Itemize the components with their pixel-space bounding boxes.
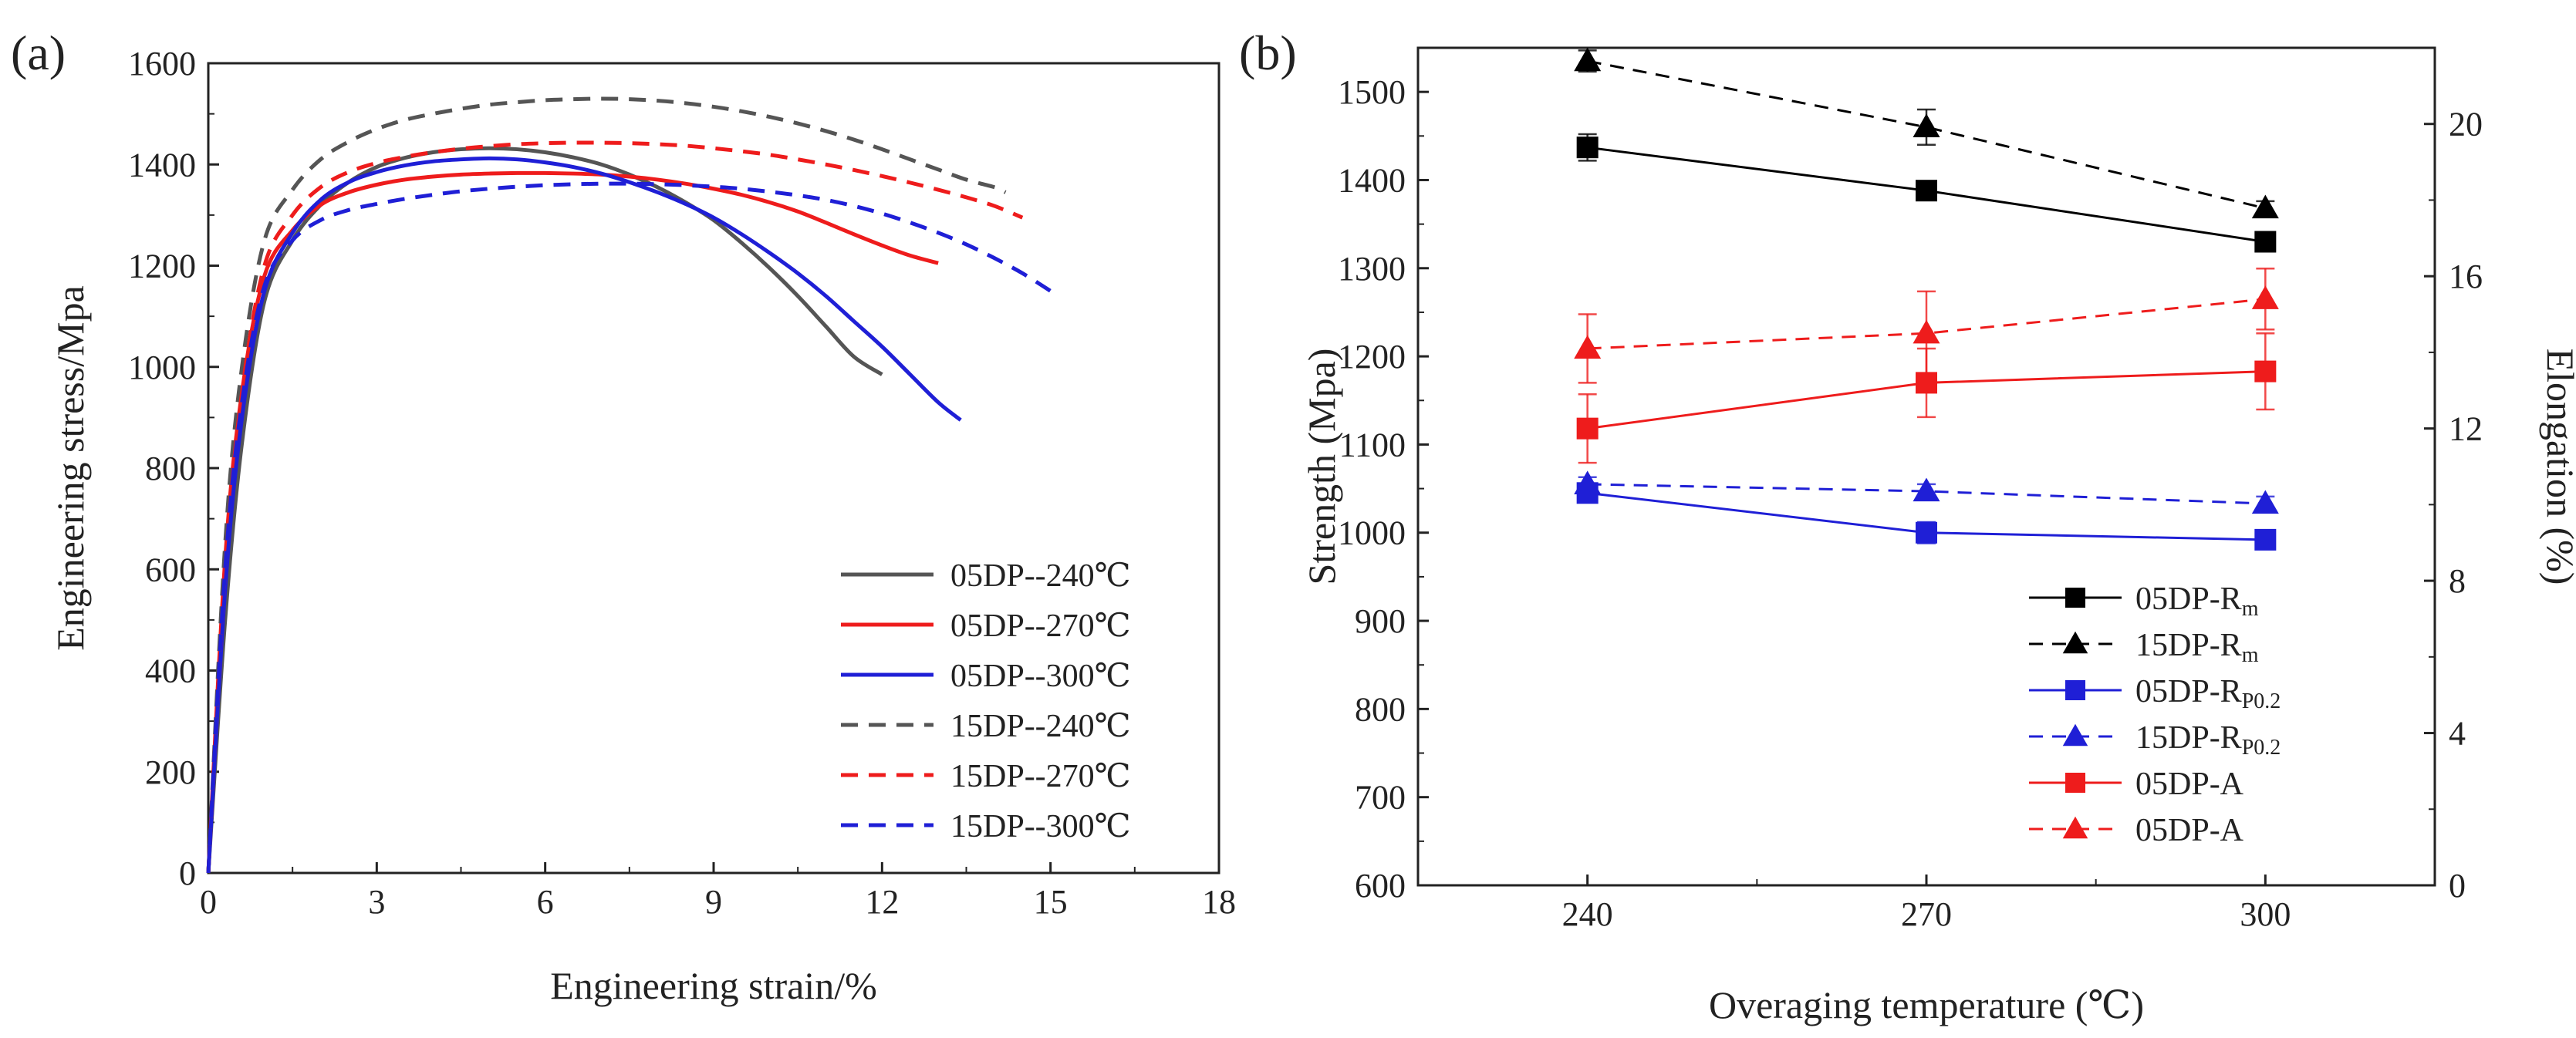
legend-label-subscript: m [2242, 597, 2259, 621]
triangle-marker [2062, 723, 2088, 746]
panel-b-ticks: 240 270 300 600 700 800 900 1000 1100 1200 1300 140… [1338, 47, 2483, 933]
square-marker [2254, 231, 2277, 253]
series-line [1587, 298, 2266, 350]
triangle-marker [1913, 113, 1940, 138]
y-tick-label: 1600 [128, 45, 196, 83]
y-tick-label: 400 [145, 652, 196, 690]
x-tick-label: 6 [537, 883, 554, 921]
panel-b: (b) 240 270 300 600 700 800 900 1000 1100 1200 130… [1239, 25, 2576, 1026]
y-tick-label: 600 [145, 551, 196, 588]
panel-b-legend: 05DP-Rm 15DP-Rm 05DP-RP0.2 15DP-RP0.2 05DP-A… [2029, 581, 2281, 848]
square-marker [2254, 360, 2277, 383]
legend-label: 05DP--240℃ [950, 558, 1131, 594]
triangle-marker [2062, 816, 2088, 839]
panel-a-label: (a) [11, 25, 66, 80]
legend-label: 05DP-Rm [2135, 581, 2259, 621]
triangle-marker [1574, 335, 1602, 359]
y-tick-label: 1000 [1338, 514, 1406, 552]
y-tick-label: 1000 [128, 349, 196, 386]
panel-a-x-axis-label: Engineering strain/% [550, 964, 877, 1007]
panel-b-label: (b) [1239, 25, 1297, 80]
square-marker [2254, 528, 2277, 551]
y2-tick-label: 12 [2449, 410, 2483, 448]
x-tick-label: 0 [200, 883, 217, 921]
panel-a-frame [207, 62, 1220, 875]
legend-label: 05DP--270℃ [950, 608, 1131, 644]
y-tick-label: 1400 [1338, 161, 1406, 199]
panel-b-x-axis-label: Overaging temperature (℃) [1709, 983, 2144, 1026]
y-tick-label: 700 [1355, 779, 1406, 817]
legend-label: 05DP-RP0.2 [2135, 674, 2281, 713]
triangle-marker [2251, 194, 2279, 219]
panel-a-y-axis-label: Engineering stress/Mpa [49, 285, 92, 651]
y-tick-label: 1200 [128, 248, 196, 285]
legend-label: 05DP-A [2135, 767, 2244, 802]
series-curve [206, 170, 939, 874]
y-tick-label: 1300 [1338, 250, 1406, 288]
panel-b-series [1574, 47, 2279, 551]
x-tick-label: 15 [1034, 883, 1068, 921]
x-tick-label: 300 [2240, 895, 2291, 933]
y-tick-label: 200 [145, 753, 196, 791]
square-marker [2065, 588, 2085, 608]
y-tick-label: 900 [1355, 602, 1406, 640]
y2-tick-label: 8 [2449, 562, 2466, 600]
series-curve [206, 146, 883, 874]
square-marker [1576, 136, 1599, 159]
triangle-marker [2062, 631, 2088, 654]
series-curve [206, 181, 1052, 874]
y2-tick-label: 4 [2449, 715, 2466, 753]
y2-tick-label: 0 [2449, 867, 2466, 905]
panel-a-curves [206, 96, 1052, 874]
square-marker [1916, 180, 1937, 202]
triangle-marker [1574, 470, 1602, 494]
y-tick-label: 800 [145, 450, 196, 487]
series-curve [206, 156, 962, 874]
legend-label-subscript: m [2242, 643, 2259, 667]
triangle-marker [1913, 319, 1940, 344]
x-tick-label: 240 [1562, 895, 1613, 933]
x-tick-label: 12 [865, 883, 899, 921]
x-tick-label: 18 [1202, 883, 1236, 921]
x-tick-label: 3 [368, 883, 385, 921]
panel-b-y-axis-label: Strength (Mpa) [1300, 349, 1343, 585]
legend-label: 05DP--300℃ [950, 659, 1131, 694]
square-marker [2065, 680, 2085, 700]
panel-a-legend: 05DP--240℃ 05DP--270℃ 05DP--300℃ 15DP--240℃… [841, 558, 1131, 844]
triangle-marker [1913, 477, 1940, 502]
legend-label: 15DP-RP0.2 [2135, 720, 2281, 760]
triangle-marker [1574, 47, 1602, 72]
panel-a: (a) 0 3 6 9 12 15 18 0 200 400 600 800 1000 1200 1400 1… [11, 25, 1236, 1007]
series-line [1587, 483, 2266, 505]
triangle-marker [2251, 490, 2279, 514]
square-marker [1576, 417, 1599, 440]
legend-label: 15DP-Rm [2135, 628, 2259, 667]
panel-b-y2-axis-label: Elongation (%) [2539, 349, 2576, 585]
panel-a-ticks: 0 3 6 9 12 15 18 0 200 400 600 800 1000 1200 1400 1600 [128, 45, 1236, 921]
y-tick-label: 1500 [1338, 73, 1406, 111]
x-tick-label: 270 [1901, 895, 1952, 933]
x-tick-label: 9 [705, 883, 722, 921]
y-tick-label: 1100 [1339, 426, 1406, 463]
panel-b-frame [1416, 46, 2436, 887]
legend-label-subscript: P0.2 [2242, 689, 2281, 713]
square-marker [2065, 773, 2085, 793]
y2-tick-label: 16 [2449, 258, 2483, 295]
y-tick-label: 1200 [1338, 338, 1406, 376]
legend-label: 05DP-A [2135, 813, 2244, 848]
y-tick-label: 1400 [128, 146, 196, 184]
y2-tick-label: 20 [2449, 106, 2483, 143]
y-tick-label: 800 [1355, 690, 1406, 728]
y-tick-label: 0 [179, 854, 196, 892]
legend-label: 15DP--240℃ [950, 709, 1131, 744]
legend-label: 15DP--300℃ [950, 809, 1131, 844]
y-tick-label: 600 [1355, 867, 1406, 905]
legend-label-subscript: P0.2 [2242, 736, 2281, 760]
triangle-marker [2251, 285, 2279, 309]
square-marker [1916, 521, 1937, 544]
legend-label: 15DP--270℃ [950, 759, 1131, 794]
